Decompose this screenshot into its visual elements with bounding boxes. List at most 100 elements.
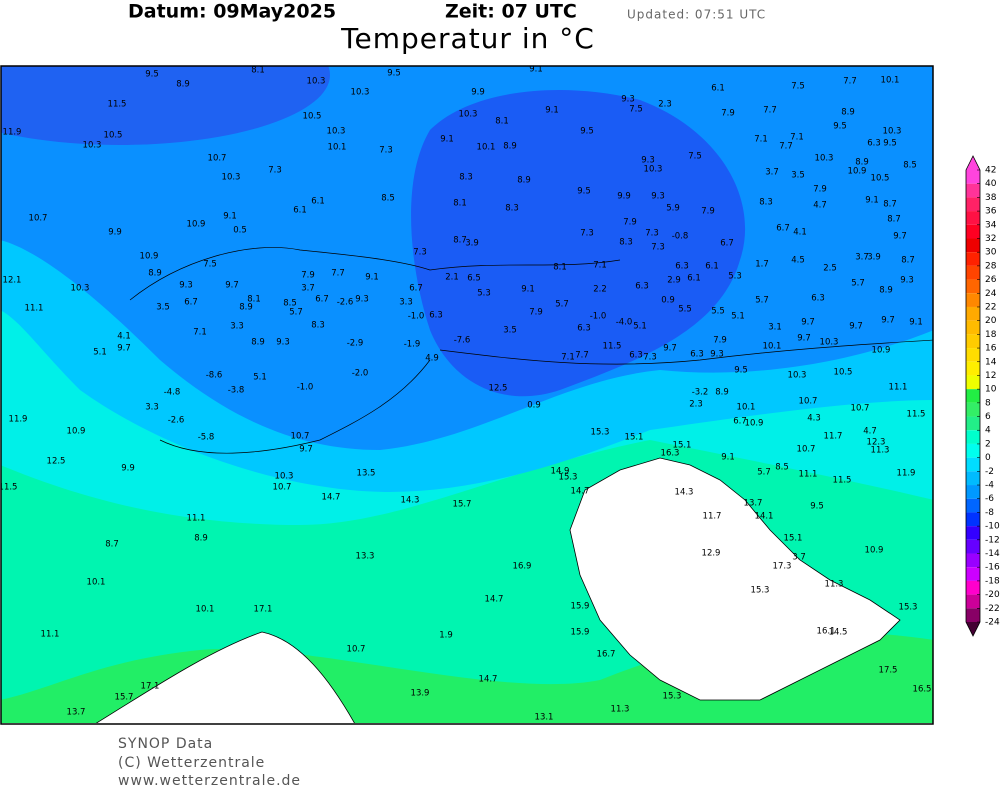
station-value: 11.5 bbox=[108, 100, 127, 110]
station-value: 2.5 bbox=[823, 264, 837, 274]
station-value: 6.1 bbox=[293, 206, 307, 216]
station-value: 8.7 bbox=[883, 200, 897, 210]
station-value: -5.8 bbox=[198, 433, 215, 443]
station-value: 6.3 bbox=[635, 282, 649, 292]
station-value: 9.7 bbox=[117, 344, 131, 354]
colorbar-label: 18 bbox=[985, 330, 997, 340]
station-value: 10.3 bbox=[820, 338, 839, 348]
colorbar-segment bbox=[966, 402, 980, 417]
station-value: 11.3 bbox=[611, 705, 630, 715]
station-value: 3.7 bbox=[792, 553, 806, 563]
station-value: 7.3 bbox=[643, 353, 657, 363]
station-value: 10.7 bbox=[208, 154, 227, 164]
colorbar-segment bbox=[966, 443, 980, 458]
station-value: -2.6 bbox=[337, 298, 354, 308]
colorbar-label: -14 bbox=[985, 549, 1000, 559]
station-value: 9.5 bbox=[387, 69, 401, 79]
station-value: 13.3 bbox=[356, 552, 375, 562]
colorbar-label: 20 bbox=[985, 316, 997, 326]
station-value: 6.1 bbox=[311, 197, 325, 207]
station-value: 10.1 bbox=[881, 76, 900, 86]
colorbar-label: -12 bbox=[985, 535, 1000, 545]
station-value: 7.5 bbox=[688, 152, 702, 162]
station-value: 15.3 bbox=[751, 586, 770, 596]
station-value: 7.1 bbox=[790, 133, 804, 143]
station-value: 8.5 bbox=[283, 299, 297, 309]
station-value: 9.7 bbox=[797, 334, 811, 344]
station-value: 6.1 bbox=[687, 274, 701, 284]
station-value: 6.7 bbox=[733, 417, 747, 427]
station-value: 2.1 bbox=[445, 273, 459, 283]
station-value: 9.5 bbox=[734, 366, 748, 376]
station-value: -3.8 bbox=[228, 386, 245, 396]
station-value: 9.3 bbox=[641, 156, 655, 166]
colorbar-segment bbox=[966, 293, 980, 307]
station-value: 8.9 bbox=[148, 269, 162, 279]
colorbar-segment bbox=[966, 580, 980, 595]
station-value: 15.1 bbox=[673, 441, 692, 451]
station-value: 9.1 bbox=[529, 65, 543, 75]
station-value: 6.3 bbox=[690, 350, 704, 360]
station-value: 7.7 bbox=[763, 106, 777, 116]
colorbar-segment bbox=[966, 348, 980, 362]
map-frame bbox=[0, 65, 934, 725]
station-value: 7.9 bbox=[529, 308, 543, 318]
colorbar-segment bbox=[966, 498, 980, 513]
station-value: 8.9 bbox=[715, 388, 729, 398]
station-value: 10.7 bbox=[29, 214, 48, 224]
footer-line: www.wetterzentrale.de bbox=[118, 773, 301, 787]
station-value: 10.3 bbox=[459, 110, 478, 120]
station-value: 8.1 bbox=[247, 295, 261, 305]
station-value: 5.7 bbox=[289, 308, 303, 318]
station-value: 16.7 bbox=[597, 650, 616, 660]
station-value: 8.3 bbox=[505, 204, 519, 214]
station-value: 6.7 bbox=[184, 298, 198, 308]
colorbar-label: 28 bbox=[985, 261, 997, 271]
station-value: 10.9 bbox=[187, 220, 206, 230]
colorbar-segment bbox=[966, 553, 980, 568]
station-value: 9.5 bbox=[810, 502, 824, 512]
colorbar-label: 26 bbox=[985, 275, 997, 285]
colorbar-label: 12 bbox=[985, 371, 996, 381]
station-value: 16.3 bbox=[661, 449, 680, 459]
station-value: 11.5 bbox=[0, 483, 17, 493]
station-value: 14.1 bbox=[755, 512, 774, 522]
station-value: 9.5 bbox=[577, 187, 591, 197]
station-value: 8.3 bbox=[619, 238, 633, 248]
station-value: 9.9 bbox=[471, 88, 485, 98]
station-value: 8.7 bbox=[105, 540, 119, 550]
station-value: 14.7 bbox=[571, 487, 590, 497]
station-value: 0.9 bbox=[527, 401, 541, 411]
station-value: 15.3 bbox=[591, 428, 610, 438]
colorbar-label: 22 bbox=[985, 302, 996, 312]
colorbar-segment bbox=[966, 416, 980, 431]
station-value: 8.3 bbox=[459, 173, 473, 183]
station-value: 7.3 bbox=[645, 229, 659, 239]
station-value: 7.9 bbox=[713, 336, 727, 346]
station-value: 8.1 bbox=[495, 117, 509, 127]
station-value: 6.3 bbox=[577, 324, 591, 334]
station-value: 10.3 bbox=[815, 154, 834, 164]
colorbar-segment bbox=[966, 471, 980, 486]
colorbar-label: 0 bbox=[985, 453, 991, 463]
station-value: 10.3 bbox=[788, 371, 807, 381]
station-value: 5.3 bbox=[728, 272, 742, 282]
cold-area-alps bbox=[411, 90, 746, 397]
station-value: 6.1 bbox=[705, 262, 719, 272]
station-value: 9.3 bbox=[710, 350, 724, 360]
station-value: 11.1 bbox=[41, 630, 60, 640]
station-value: 15.7 bbox=[453, 500, 472, 510]
station-value: 10.9 bbox=[848, 167, 867, 177]
station-value: 9.1 bbox=[909, 318, 923, 328]
colorbar-segment bbox=[966, 512, 980, 527]
station-value: 7.7 bbox=[779, 142, 793, 152]
station-value: 13.1 bbox=[535, 713, 554, 723]
station-value: 8.9 bbox=[176, 80, 190, 90]
station-value: 8.9 bbox=[251, 338, 265, 348]
station-value: 4.7 bbox=[863, 427, 877, 437]
station-value: 10.9 bbox=[140, 252, 159, 262]
colorbar-segment bbox=[966, 279, 980, 294]
station-value: 5.1 bbox=[633, 322, 647, 332]
colorbar-label: -22 bbox=[985, 604, 1000, 614]
station-value: 13.5 bbox=[357, 469, 376, 479]
